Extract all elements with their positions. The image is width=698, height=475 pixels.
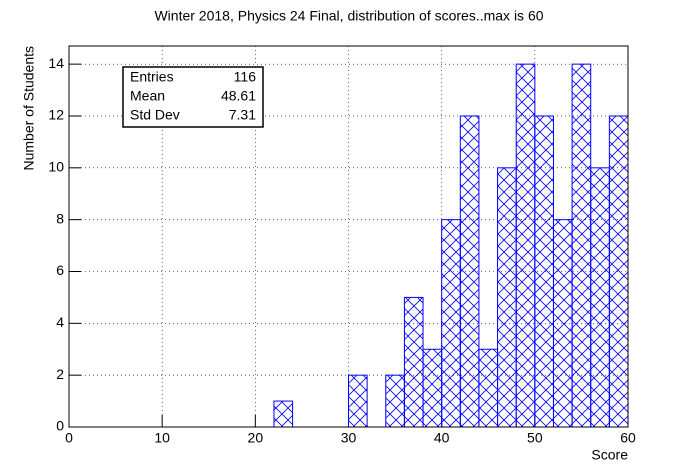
bar — [385, 374, 405, 428]
y-tick-label: 10 — [48, 159, 64, 175]
bar — [590, 167, 610, 428]
bar — [608, 115, 629, 428]
stats-value: 48.61 — [221, 88, 256, 104]
x-tick-label: 30 — [341, 430, 357, 446]
stats-box: Entries 116 Mean 48.61 Std Dev 7.31 — [122, 66, 264, 128]
frame — [68, 45, 629, 428]
y-axis-label: Number of Students — [21, 46, 37, 171]
bar — [273, 400, 294, 428]
stats-frame — [122, 66, 264, 128]
x-axis-label: Score — [591, 447, 628, 463]
bar — [552, 219, 573, 428]
x-tick-label: 0 — [65, 430, 73, 446]
x-tick-label: 50 — [527, 430, 543, 446]
y-tick-label: 14 — [48, 55, 64, 71]
y-tick-label: 2 — [56, 366, 64, 382]
bar — [478, 348, 499, 428]
stats-label: Entries — [130, 69, 174, 85]
plot-area: 0 2 4 6 8 10 12 14 0 10 20 30 40 50 60 — [48, 45, 636, 446]
bar — [534, 115, 554, 428]
bar — [441, 219, 461, 428]
chart-title: Winter 2018, Physics 24 Final, distribut… — [154, 8, 543, 24]
bar — [348, 374, 368, 428]
y-tick-label: 6 — [56, 262, 64, 278]
bar — [497, 167, 517, 428]
bar — [515, 63, 536, 428]
stats-value: 116 — [234, 69, 257, 85]
bar — [459, 115, 480, 428]
bar — [403, 296, 424, 428]
x-tick-label: 10 — [154, 430, 170, 446]
stats-value: 7.31 — [229, 107, 256, 123]
bar — [571, 63, 592, 428]
bar — [422, 348, 443, 428]
x-tick-label: 40 — [434, 430, 450, 446]
stats-label: Std Dev — [130, 107, 180, 123]
y-tick-label: 0 — [56, 418, 64, 434]
x-tick-label: 20 — [248, 430, 264, 446]
x-tick-label: 60 — [620, 430, 636, 446]
y-tick-label: 8 — [56, 210, 64, 226]
stats-label: Mean — [130, 88, 165, 104]
y-tick-label: 4 — [56, 314, 64, 330]
y-tick-label: 12 — [48, 107, 64, 123]
